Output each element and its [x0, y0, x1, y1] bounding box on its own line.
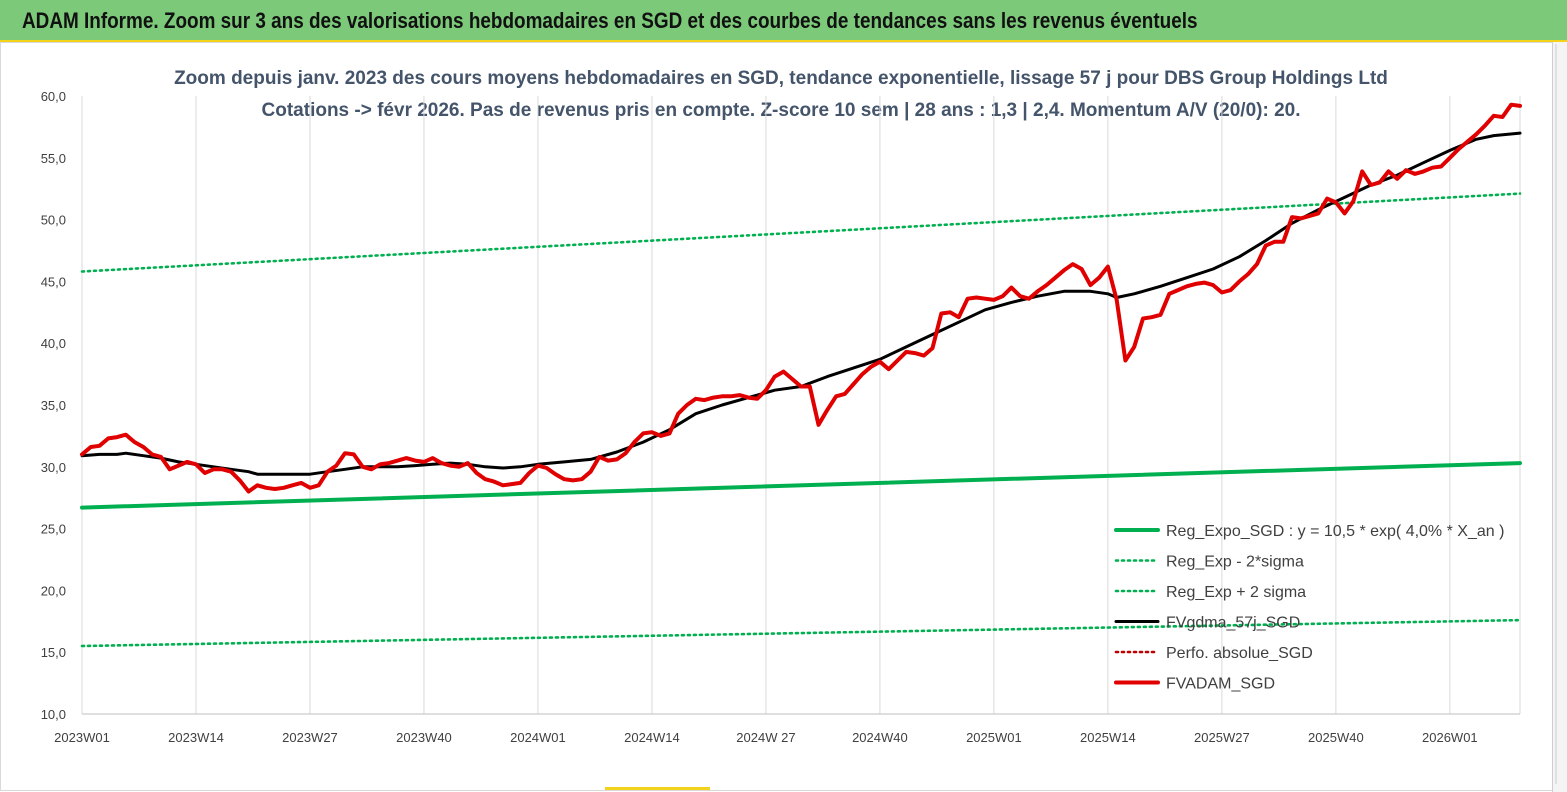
legend-label-2: Reg_Exp + 2 sigma [1166, 584, 1306, 601]
x-tick-label: 2025W01 [966, 730, 1022, 745]
y-tick-label: 15,0 [41, 645, 66, 660]
series-line-5 [80, 102, 1522, 494]
legend: Reg_Expo_SGD : y = 10,5 * exp( 4,0% * X_… [1114, 523, 1504, 693]
y-tick-label: 45,0 [41, 274, 66, 289]
y-tick-label: 60,0 [41, 89, 66, 104]
y-axis: 10,0 15,0 20,0 25,0 30,0 35,0 40,0 45,0 50,0 55,0… [41, 89, 66, 722]
scrollbar-thumb[interactable] [1555, 44, 1557, 784]
legend-label-1: Reg_Exp - 2*sigma [1166, 554, 1304, 571]
y-tick-label: 50,0 [41, 213, 66, 228]
y-tick-label: 30,0 [41, 460, 66, 475]
x-tick-label: 2026W01 [1422, 730, 1478, 745]
x-axis: 2023W01 2023W14 2023W27 2023W40 2024W01 2024W… [54, 730, 1478, 745]
legend-label-4: Perfo. absolue_SGD [1166, 645, 1313, 662]
y-tick-label: 10,0 [41, 707, 66, 722]
header-bar [0, 0, 1567, 42]
series-line-3 [80, 131, 1522, 476]
x-tick-label: 2024W40 [852, 730, 908, 745]
series-line-1 [80, 618, 1522, 648]
grid-layer [81, 96, 1521, 715]
y-tick-label: 25,0 [41, 522, 66, 537]
legend-label-3: FVgdma_57j_SGD [1166, 615, 1300, 632]
chart-title: Zoom depuis janv. 2023 des cours moyens … [174, 68, 1388, 89]
x-tick-label: 2024W14 [624, 730, 680, 745]
legend-label-0: Reg_Expo_SGD : y = 10,5 * exp( 4,0% * X_… [1166, 523, 1504, 540]
series-layer [80, 102, 1522, 648]
x-tick-label: 2025W14 [1080, 730, 1136, 745]
x-tick-label: 2023W40 [396, 730, 452, 745]
x-tick-label: 2023W14 [168, 730, 224, 745]
x-tick-label: 2023W27 [282, 730, 338, 745]
series-line-0 [80, 461, 1522, 510]
x-tick-label: 2024W01 [510, 730, 566, 745]
y-tick-label: 20,0 [41, 583, 66, 598]
x-tick-label: 2024W 27 [736, 730, 795, 745]
y-tick-label: 55,0 [41, 151, 66, 166]
series-line-2 [80, 192, 1522, 273]
x-tick-label: 2025W40 [1308, 730, 1364, 745]
chart-subtitle: Cotations -> févr 2026. Pas de revenus p… [262, 100, 1301, 121]
y-tick-label: 35,0 [41, 398, 66, 413]
y-tick-label: 40,0 [41, 336, 66, 351]
x-tick-label: 2023W01 [54, 730, 110, 745]
bottom-accent-bar [605, 787, 710, 790]
legend-label-5: FVADAM_SGD [1166, 676, 1275, 693]
page-title: ADAM Informe. Zoom sur 3 ans des valoris… [22, 8, 1198, 33]
x-tick-label: 2025W27 [1194, 730, 1250, 745]
